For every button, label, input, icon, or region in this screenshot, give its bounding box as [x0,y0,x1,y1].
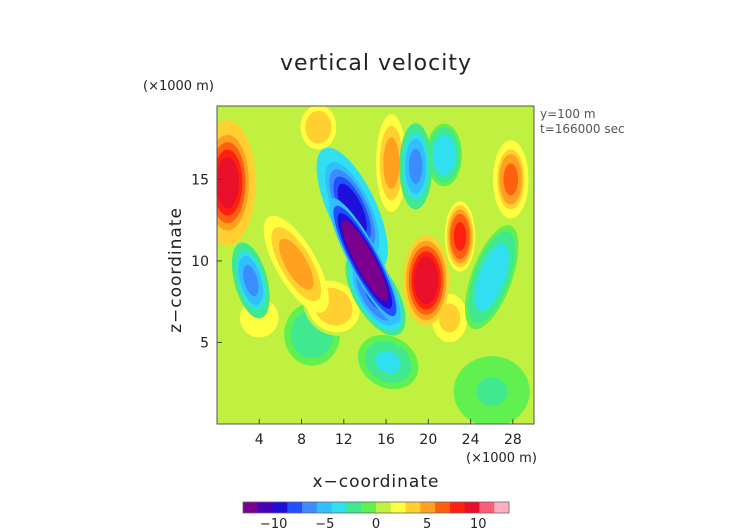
colorbar-swatch [449,502,466,513]
colorbar-swatch [405,502,421,513]
heatmap-level [243,264,259,297]
colorbar-swatch [361,502,377,513]
x-unit-label: (×1000 m) [466,451,537,466]
heatmap-level [453,222,467,251]
heatmap-level [480,255,503,299]
heatmap-feature [217,120,256,246]
colorbar-tick-label: 0 [372,517,380,532]
colorbar-swatch [272,502,288,513]
x-tick-label: 28 [504,432,522,448]
x-tick-label: 20 [419,432,437,448]
colorbar-swatch [494,502,510,513]
x-tick-label: 8 [297,432,306,448]
colorbar-tick-label: 10 [470,517,487,532]
heatmap-feature [329,198,401,324]
heatmap-level [350,235,380,287]
heatmap-level [310,116,327,138]
colorbar-swatch [287,502,303,513]
heatmap-feature [298,106,339,153]
heatmap-feature [399,123,433,210]
plot-frame [216,105,535,425]
colorbar-swatch [420,502,436,513]
heatmap-feature [376,114,407,212]
x-tick-label: 12 [335,432,353,448]
colorbar-swatch [243,502,259,513]
colorbar-swatch [479,502,495,513]
colorbar-swatch [376,502,392,513]
x-tick-label: 16 [377,432,395,448]
x-tick-label: 24 [462,432,480,448]
y-tick-label: 5 [200,335,209,351]
heatmap-level [476,376,508,406]
heatmap-feature [403,235,450,326]
heatmap-level [217,156,239,209]
heatmap-level [503,163,519,196]
heatmap-feature [357,334,419,390]
heatmap-level [337,183,367,234]
annotation-t: t=166000 sec [540,122,625,136]
colorbar-swatch [390,502,407,513]
x-axis: 4 8 12 16 20 24 28 [255,419,522,448]
colorbar-ticks: −10 −5 0 5 10 [260,517,487,532]
heatmap-feature [263,215,329,313]
heatmap-feature [426,123,462,187]
heatmap-feature [465,225,519,330]
colorbar-tick-label: 5 [423,517,431,532]
colorbar-swatch [316,502,333,513]
x-tick-label: 4 [255,432,264,448]
colorbar-tick-label: −10 [260,517,287,532]
y-axis: 5 10 15 [191,172,222,351]
y-tick-label: 10 [191,254,209,270]
colorbar-swatch [346,502,362,513]
colorbar-swatch [302,502,318,513]
colorbar-swatch [331,502,347,513]
colorbar-frame [242,501,510,514]
y-unit-label: (×1000 m) [143,79,214,94]
colorbar [243,502,510,513]
y-axis-label: z−coordinate [166,207,186,333]
colorbar-swatch [464,502,480,513]
y-tick-label: 15 [191,172,209,188]
chart-title: vertical velocity [280,51,472,76]
heatmap-feature [493,140,529,219]
heatmap-level [385,143,398,184]
heatmap-level [436,142,452,168]
colorbar-swatch [257,502,274,513]
heatmap-feature [444,201,476,272]
colorbar-swatch [435,502,451,513]
heatmap-level [282,244,310,285]
colorbar-tick-label: −5 [315,517,334,532]
heatmap-level [416,262,436,299]
heatmap-feature [453,356,530,424]
heatmap-field [217,106,534,424]
heatmap-feature [231,242,270,319]
heatmap-level [408,148,423,184]
annotation-y: y=100 m [540,107,596,121]
x-axis-label: x−coordinate [313,472,440,492]
heatmap-level [375,350,401,374]
heatmap-level [441,306,458,330]
